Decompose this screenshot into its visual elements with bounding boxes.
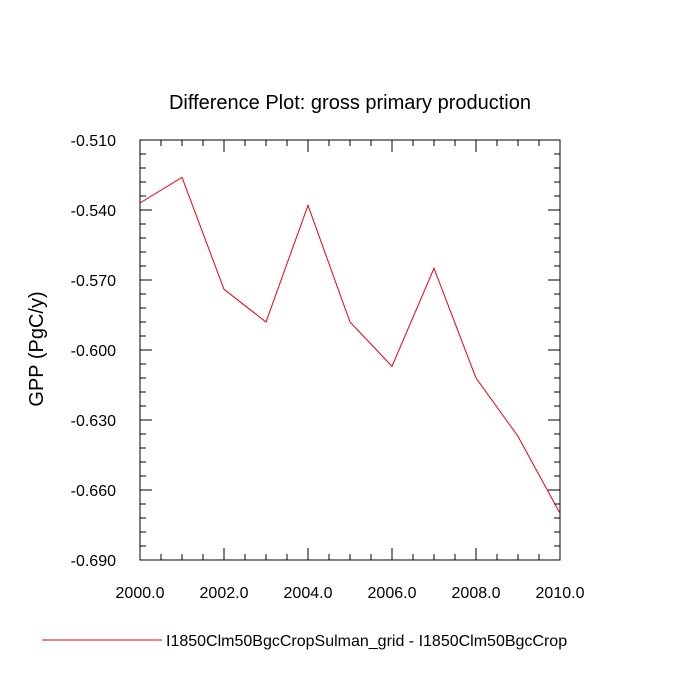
y-tick-label: -0.600: [71, 343, 116, 360]
x-tick-label: 2002.0: [200, 585, 249, 602]
x-tick-label: 2010.0: [536, 585, 585, 602]
legend-label: I1850Clm50BgcCropSulman_grid - I1850Clm5…: [166, 633, 567, 650]
y-tick-label: -0.660: [71, 483, 116, 500]
x-tick-label: 2008.0: [452, 585, 501, 602]
y-axis-label: GPP (PgC/y): [26, 291, 48, 406]
y-tick-label: -0.540: [71, 203, 116, 220]
x-axis: 2000.0 2002.0 2004.0 2006.0 2008.0 2010.0: [116, 140, 585, 602]
x-tick-label: 2000.0: [116, 585, 165, 602]
plot-frame: [139, 139, 561, 561]
y-tick-label: -0.510: [71, 133, 116, 150]
y-tick-label: -0.630: [71, 413, 116, 430]
legend: I1850Clm50BgcCropSulman_grid - I1850Clm5…: [42, 633, 567, 650]
y-tick-label: -0.570: [71, 273, 116, 290]
series-group: [139, 176, 561, 514]
y-axis: -0.510 -0.540 -0.570 -0.600 -0.630 -0.660 -0.6…: [71, 133, 560, 570]
x-tick-label: 2004.0: [284, 585, 333, 602]
series-line: [139, 176, 561, 514]
chart-title: Difference Plot: gross primary productio…: [169, 92, 531, 114]
x-tick-label: 2006.0: [368, 585, 417, 602]
y-tick-label: -0.690: [71, 553, 116, 570]
plot-border: [139, 139, 561, 561]
